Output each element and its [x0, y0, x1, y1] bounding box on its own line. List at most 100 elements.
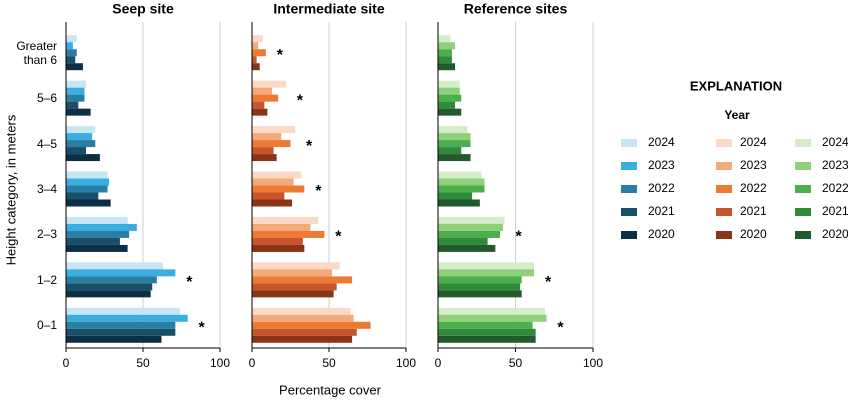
bar [66, 133, 93, 141]
bar [66, 307, 180, 315]
legend-label: 2020 [740, 227, 767, 241]
bar [66, 101, 79, 109]
bar [66, 321, 176, 329]
legend-swatch [716, 162, 732, 170]
bar [66, 262, 164, 270]
bar [66, 126, 96, 134]
bar [438, 108, 462, 116]
legend-label: 2021 [822, 204, 848, 218]
bar [438, 35, 451, 43]
y-tick-label: 1–2 [36, 272, 57, 287]
legend-label: 2023 [822, 158, 848, 172]
bar [66, 56, 76, 64]
bar [252, 94, 279, 102]
bar [438, 154, 471, 162]
bar [66, 283, 153, 291]
legend-label: 2021 [740, 204, 767, 218]
bar [438, 185, 485, 193]
bar [252, 35, 263, 43]
bar [66, 63, 83, 71]
significance-marker: * [335, 229, 342, 246]
y-axis-label: Height category, in meters [3, 114, 18, 265]
bar [252, 140, 291, 148]
legend-swatch [795, 185, 811, 193]
bar [252, 223, 311, 231]
bar [252, 49, 266, 57]
legend-subtitle: Year [724, 108, 750, 122]
significance-marker: * [186, 274, 193, 291]
bar [438, 126, 468, 134]
bar [438, 314, 547, 322]
y-tick-label: 4–5 [36, 136, 57, 151]
bar [438, 199, 480, 207]
bar [438, 42, 456, 50]
significance-marker: * [277, 47, 284, 64]
bar [66, 87, 85, 95]
bar [66, 335, 162, 343]
bar [66, 230, 130, 238]
legend-label: 2022 [740, 181, 767, 195]
y-tick-label: 0–1 [36, 318, 57, 333]
bar [252, 133, 282, 141]
bar [252, 328, 357, 336]
bar [252, 283, 337, 291]
bar [438, 147, 462, 155]
bar [252, 192, 285, 200]
bar [66, 237, 120, 245]
x-axis-label: Percentage cover [279, 382, 382, 397]
legend-swatch [621, 139, 637, 147]
bar [66, 290, 151, 298]
x-tick-label: 50 [509, 356, 523, 370]
bar [438, 237, 488, 245]
bar [438, 178, 485, 186]
legend-label: 2024 [648, 135, 675, 149]
bar [66, 192, 99, 200]
x-tick-label: 50 [136, 356, 150, 370]
bar [252, 63, 260, 71]
bar [252, 42, 259, 50]
bar [252, 185, 305, 193]
bar [66, 328, 176, 336]
bar [438, 283, 521, 291]
legend-swatch [621, 185, 637, 193]
legend-swatch [716, 139, 732, 147]
y-tick-label: 5–6 [36, 91, 57, 106]
bar [252, 126, 296, 134]
bar [66, 223, 137, 231]
bar [66, 244, 128, 252]
bar [438, 49, 452, 57]
bar [66, 35, 77, 43]
bar [66, 140, 96, 148]
x-tick-label: 100 [583, 356, 603, 370]
bar [66, 154, 100, 162]
bar [66, 276, 157, 284]
bar [66, 108, 91, 116]
legend-label: 2022 [822, 181, 848, 195]
bar [252, 154, 277, 162]
x-tick-label: 0 [435, 356, 442, 370]
bar [438, 192, 473, 200]
bar [66, 216, 128, 224]
bar [252, 178, 294, 186]
panel-title: Intermediate site [273, 1, 384, 17]
panel-title: Seep site [112, 1, 174, 17]
legend-swatch [795, 231, 811, 239]
bar [438, 223, 504, 231]
bar [252, 80, 286, 88]
legend-label: 2021 [648, 204, 675, 218]
bar [66, 314, 188, 322]
bar [438, 133, 471, 141]
legend-label: 2024 [740, 135, 767, 149]
x-tick-label: 100 [210, 356, 230, 370]
significance-marker: * [557, 320, 564, 337]
bar [252, 314, 354, 322]
bar [438, 87, 460, 95]
bar [252, 307, 351, 315]
bar [438, 216, 505, 224]
bar [438, 262, 535, 270]
legend-label: 2024 [822, 135, 848, 149]
y-tick-label: Greater than 6 [16, 38, 57, 67]
significance-marker: * [199, 320, 206, 337]
bar [252, 269, 333, 277]
